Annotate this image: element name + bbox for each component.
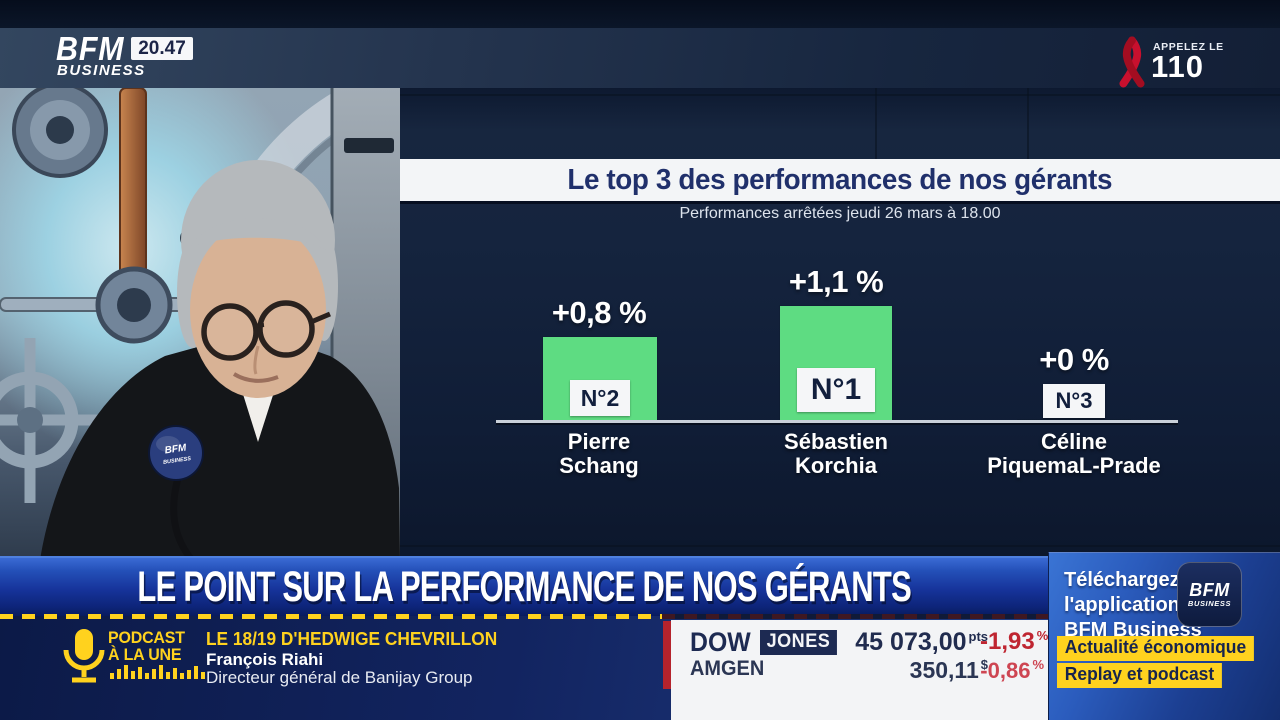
- promo-line: l'application: [1064, 594, 1180, 616]
- promo-line: BFM Business: [1064, 619, 1202, 641]
- category-line: PiquemaL-Prade: [987, 453, 1161, 478]
- chart-value-label: +1,1 %: [788, 263, 884, 299]
- campaign-label: APPELEZ LE: [1153, 41, 1224, 53]
- promo-text: Téléchargez l'application BFM Business: [1064, 568, 1202, 643]
- promo-tags: Actualité économique Replay et podcast: [1057, 636, 1260, 690]
- chart-value-label: +0 %: [1039, 342, 1109, 377]
- promo-line: Téléchargez: [1064, 569, 1180, 591]
- category-label: Sébastien Korchia: [756, 430, 916, 478]
- chart-subtitle: Performances arrêtées jeudi 26 mars à 18…: [679, 205, 1001, 222]
- studio-photo: BFM BUSINESS: [0, 88, 400, 560]
- rank-badge: N°3: [1043, 384, 1105, 418]
- wall-seam: [1027, 88, 1029, 159]
- promo-tag: Actualité économique: [1057, 636, 1254, 661]
- headline-banner: LE POINT SUR LA PERFORMANCE DE NOS GÉRAN…: [0, 556, 1048, 616]
- ticker-value-number: 350,11: [909, 657, 979, 683]
- ticker-change-unit: %: [1036, 628, 1049, 643]
- guest-person: [40, 160, 400, 560]
- clock-value: 20.47: [138, 37, 186, 59]
- chart-title-band: Le top 3 des performances de nos gérants: [400, 159, 1280, 204]
- red-ribbon-icon: [1119, 36, 1145, 88]
- market-ticker: [671, 620, 1048, 720]
- wall-seam: [875, 88, 877, 159]
- ticker-accent-stripe: [663, 621, 671, 689]
- mic-flag-line1: BFM: [164, 442, 188, 456]
- bfm-app-icon: BFM BUSINESS: [1177, 562, 1242, 627]
- ticker-change: -0,86%: [980, 657, 1044, 684]
- ticker-change: -1,93%: [980, 628, 1048, 656]
- campaign-bug: [1108, 33, 1268, 89]
- chart-value-label: +0,8 %: [551, 294, 647, 330]
- top-strip: [0, 0, 1280, 28]
- ticker-symbol: DOW: [690, 627, 751, 657]
- app-icon-line2: BUSINESS: [1187, 599, 1232, 608]
- ticker-change-unit: %: [1032, 657, 1044, 672]
- rank-badge: N°2: [570, 380, 630, 416]
- channel-logo: BFM: [56, 30, 125, 67]
- ticker-change-number: -1,93: [980, 628, 1035, 655]
- ticker-value: 350,11 $: [828, 657, 988, 684]
- mic-flag-line2: BUSINESS: [163, 456, 192, 466]
- clock: 20.47: [131, 37, 193, 60]
- ticker-value: 45 073,00 pts: [828, 628, 988, 657]
- microphone: BFM BUSINESS: [148, 425, 204, 560]
- ticker-change-number: -0,86: [980, 658, 1031, 683]
- wall-seam: [400, 545, 1280, 547]
- ticker-symbol-badge: JONES: [760, 630, 837, 655]
- category-label: Pierre Schang: [519, 430, 679, 478]
- category-line: Schang: [559, 453, 639, 478]
- channel-logo-sub: BUSINESS: [57, 62, 146, 79]
- podcast-kicker-line1: PODCAST: [108, 628, 185, 647]
- category-line: Pierre: [567, 429, 631, 454]
- dashed-divider-dark: [662, 614, 1048, 619]
- dashed-divider: [0, 614, 662, 619]
- guest-title: Directeur général de Banijay Group: [206, 668, 473, 687]
- header-band: [0, 28, 1280, 88]
- glasses-icon: [201, 303, 259, 361]
- app-icon-line1: BFM: [1189, 580, 1230, 600]
- ticker-symbol: AMGEN: [690, 657, 765, 680]
- category-line: Céline: [1040, 429, 1108, 454]
- podcast-mic-icon: [63, 629, 105, 683]
- category-line: Korchia: [795, 453, 877, 478]
- campaign-number: 110: [1151, 49, 1205, 84]
- podcast-kicker-line2: À LA UNE: [108, 645, 182, 664]
- ticker-value-unit: pts: [968, 629, 989, 644]
- category-label: Céline PiquemaL-Prade: [964, 430, 1184, 478]
- rank-badge: N°1: [797, 368, 875, 412]
- ticker-value-unit: $: [980, 657, 988, 672]
- chart-baseline: [496, 420, 1178, 423]
- waveform-icon: [110, 664, 208, 684]
- chart-title: Le top 3 des performances de nos gérants: [567, 163, 1113, 196]
- promo-tag: Replay et podcast: [1057, 663, 1222, 688]
- guest-name: François Riahi: [206, 650, 324, 669]
- show-title: LE 18/19 D'HEDWIGE CHEVRILLON: [206, 629, 498, 649]
- category-line: Sébastien: [784, 429, 888, 454]
- wall-seam: [400, 94, 1280, 96]
- ticker-value-number: 45 073,00: [855, 628, 967, 656]
- podcast-kicker: PODCAST À LA UNE: [108, 629, 185, 663]
- headline-text: LE POINT SUR LA PERFORMANCE DE NOS GÉRAN…: [137, 562, 911, 611]
